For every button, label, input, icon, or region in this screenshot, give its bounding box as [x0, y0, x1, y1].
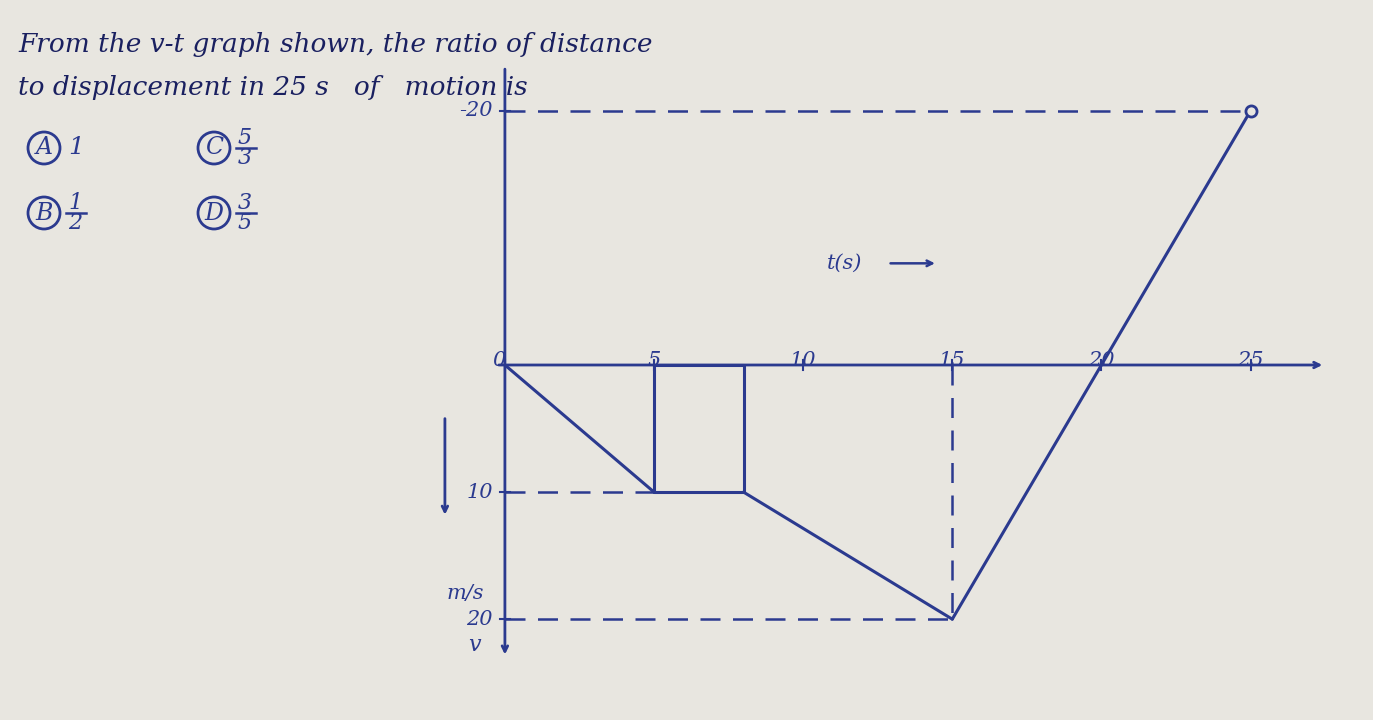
Text: D: D: [205, 202, 224, 225]
Text: v: v: [468, 634, 481, 656]
Text: 1: 1: [69, 137, 84, 160]
Text: 1: 1: [69, 192, 82, 214]
Text: 2: 2: [69, 212, 82, 234]
Text: 3: 3: [238, 147, 253, 169]
Text: 25: 25: [1237, 351, 1263, 370]
Text: 10: 10: [467, 482, 493, 502]
Text: m/s: m/s: [446, 584, 483, 603]
Text: 5: 5: [648, 351, 660, 370]
Text: 20: 20: [1089, 351, 1115, 370]
Text: -20: -20: [460, 102, 493, 120]
Text: t(s): t(s): [828, 254, 862, 273]
Text: 5: 5: [238, 127, 253, 149]
Text: 10: 10: [789, 351, 817, 370]
Text: A: A: [36, 137, 52, 160]
Text: to displacement in 25 s   of   motion is: to displacement in 25 s of motion is: [18, 75, 527, 100]
Text: 3: 3: [238, 192, 253, 214]
Text: From the v-t graph shown, the ratio of distance: From the v-t graph shown, the ratio of d…: [18, 32, 652, 57]
Text: 15: 15: [939, 351, 965, 370]
Text: 0: 0: [493, 351, 505, 370]
Text: C: C: [205, 137, 222, 160]
Text: 5: 5: [238, 212, 253, 234]
Text: 20: 20: [467, 610, 493, 629]
Text: B: B: [36, 202, 52, 225]
